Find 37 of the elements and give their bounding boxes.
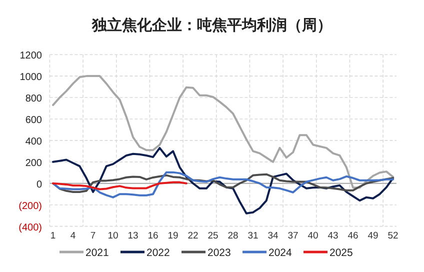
- legend-label: 2024: [268, 247, 292, 259]
- x-tick-label: 13: [128, 230, 138, 242]
- x-tick-label: 19: [168, 230, 178, 242]
- y-tick-label: 1200: [20, 50, 42, 62]
- x-tick-label: 37: [288, 230, 298, 242]
- x-tick-label: 4: [70, 230, 76, 242]
- chart-title: 独立焦化企业：吨焦平均利润（周）: [91, 16, 332, 34]
- legend-label: 2025: [330, 247, 354, 259]
- y-tick-label: (200): [18, 200, 42, 212]
- legend-label: 2022: [146, 247, 170, 259]
- x-tick-label: 1: [50, 230, 56, 242]
- x-tick-label: 49: [368, 230, 378, 242]
- x-tick-label: 40: [308, 230, 318, 242]
- line-series: [52, 181, 188, 190]
- y-tick-label: 800: [25, 94, 42, 105]
- x-tick-label: 31: [248, 230, 258, 242]
- x-tick-label: 22: [188, 230, 198, 242]
- line-series: [52, 75, 394, 189]
- x-tick-label: 16: [148, 230, 158, 242]
- y-tick-label: 400: [25, 136, 42, 148]
- legend-label: 2023: [208, 247, 232, 259]
- line-series: [52, 146, 394, 214]
- x-tick-label: 43: [328, 230, 338, 242]
- y-tick-label: 600: [25, 114, 42, 126]
- x-tick-label: 46: [348, 230, 358, 242]
- y-tick-label: 200: [25, 158, 42, 169]
- x-tick-label: 25: [208, 230, 218, 242]
- y-tick-label: 0: [36, 179, 42, 190]
- x-tick-label: 34: [268, 230, 278, 242]
- x-tick-label: 7: [90, 230, 96, 242]
- x-tick-label: 28: [228, 230, 238, 242]
- x-tick-label: 10: [108, 230, 118, 242]
- y-tick-label: (400): [18, 222, 42, 234]
- y-tick-label: 1000: [20, 72, 42, 84]
- line-series: [52, 171, 394, 198]
- legend-label: 2021: [86, 247, 110, 259]
- x-tick-label: 52: [388, 230, 398, 242]
